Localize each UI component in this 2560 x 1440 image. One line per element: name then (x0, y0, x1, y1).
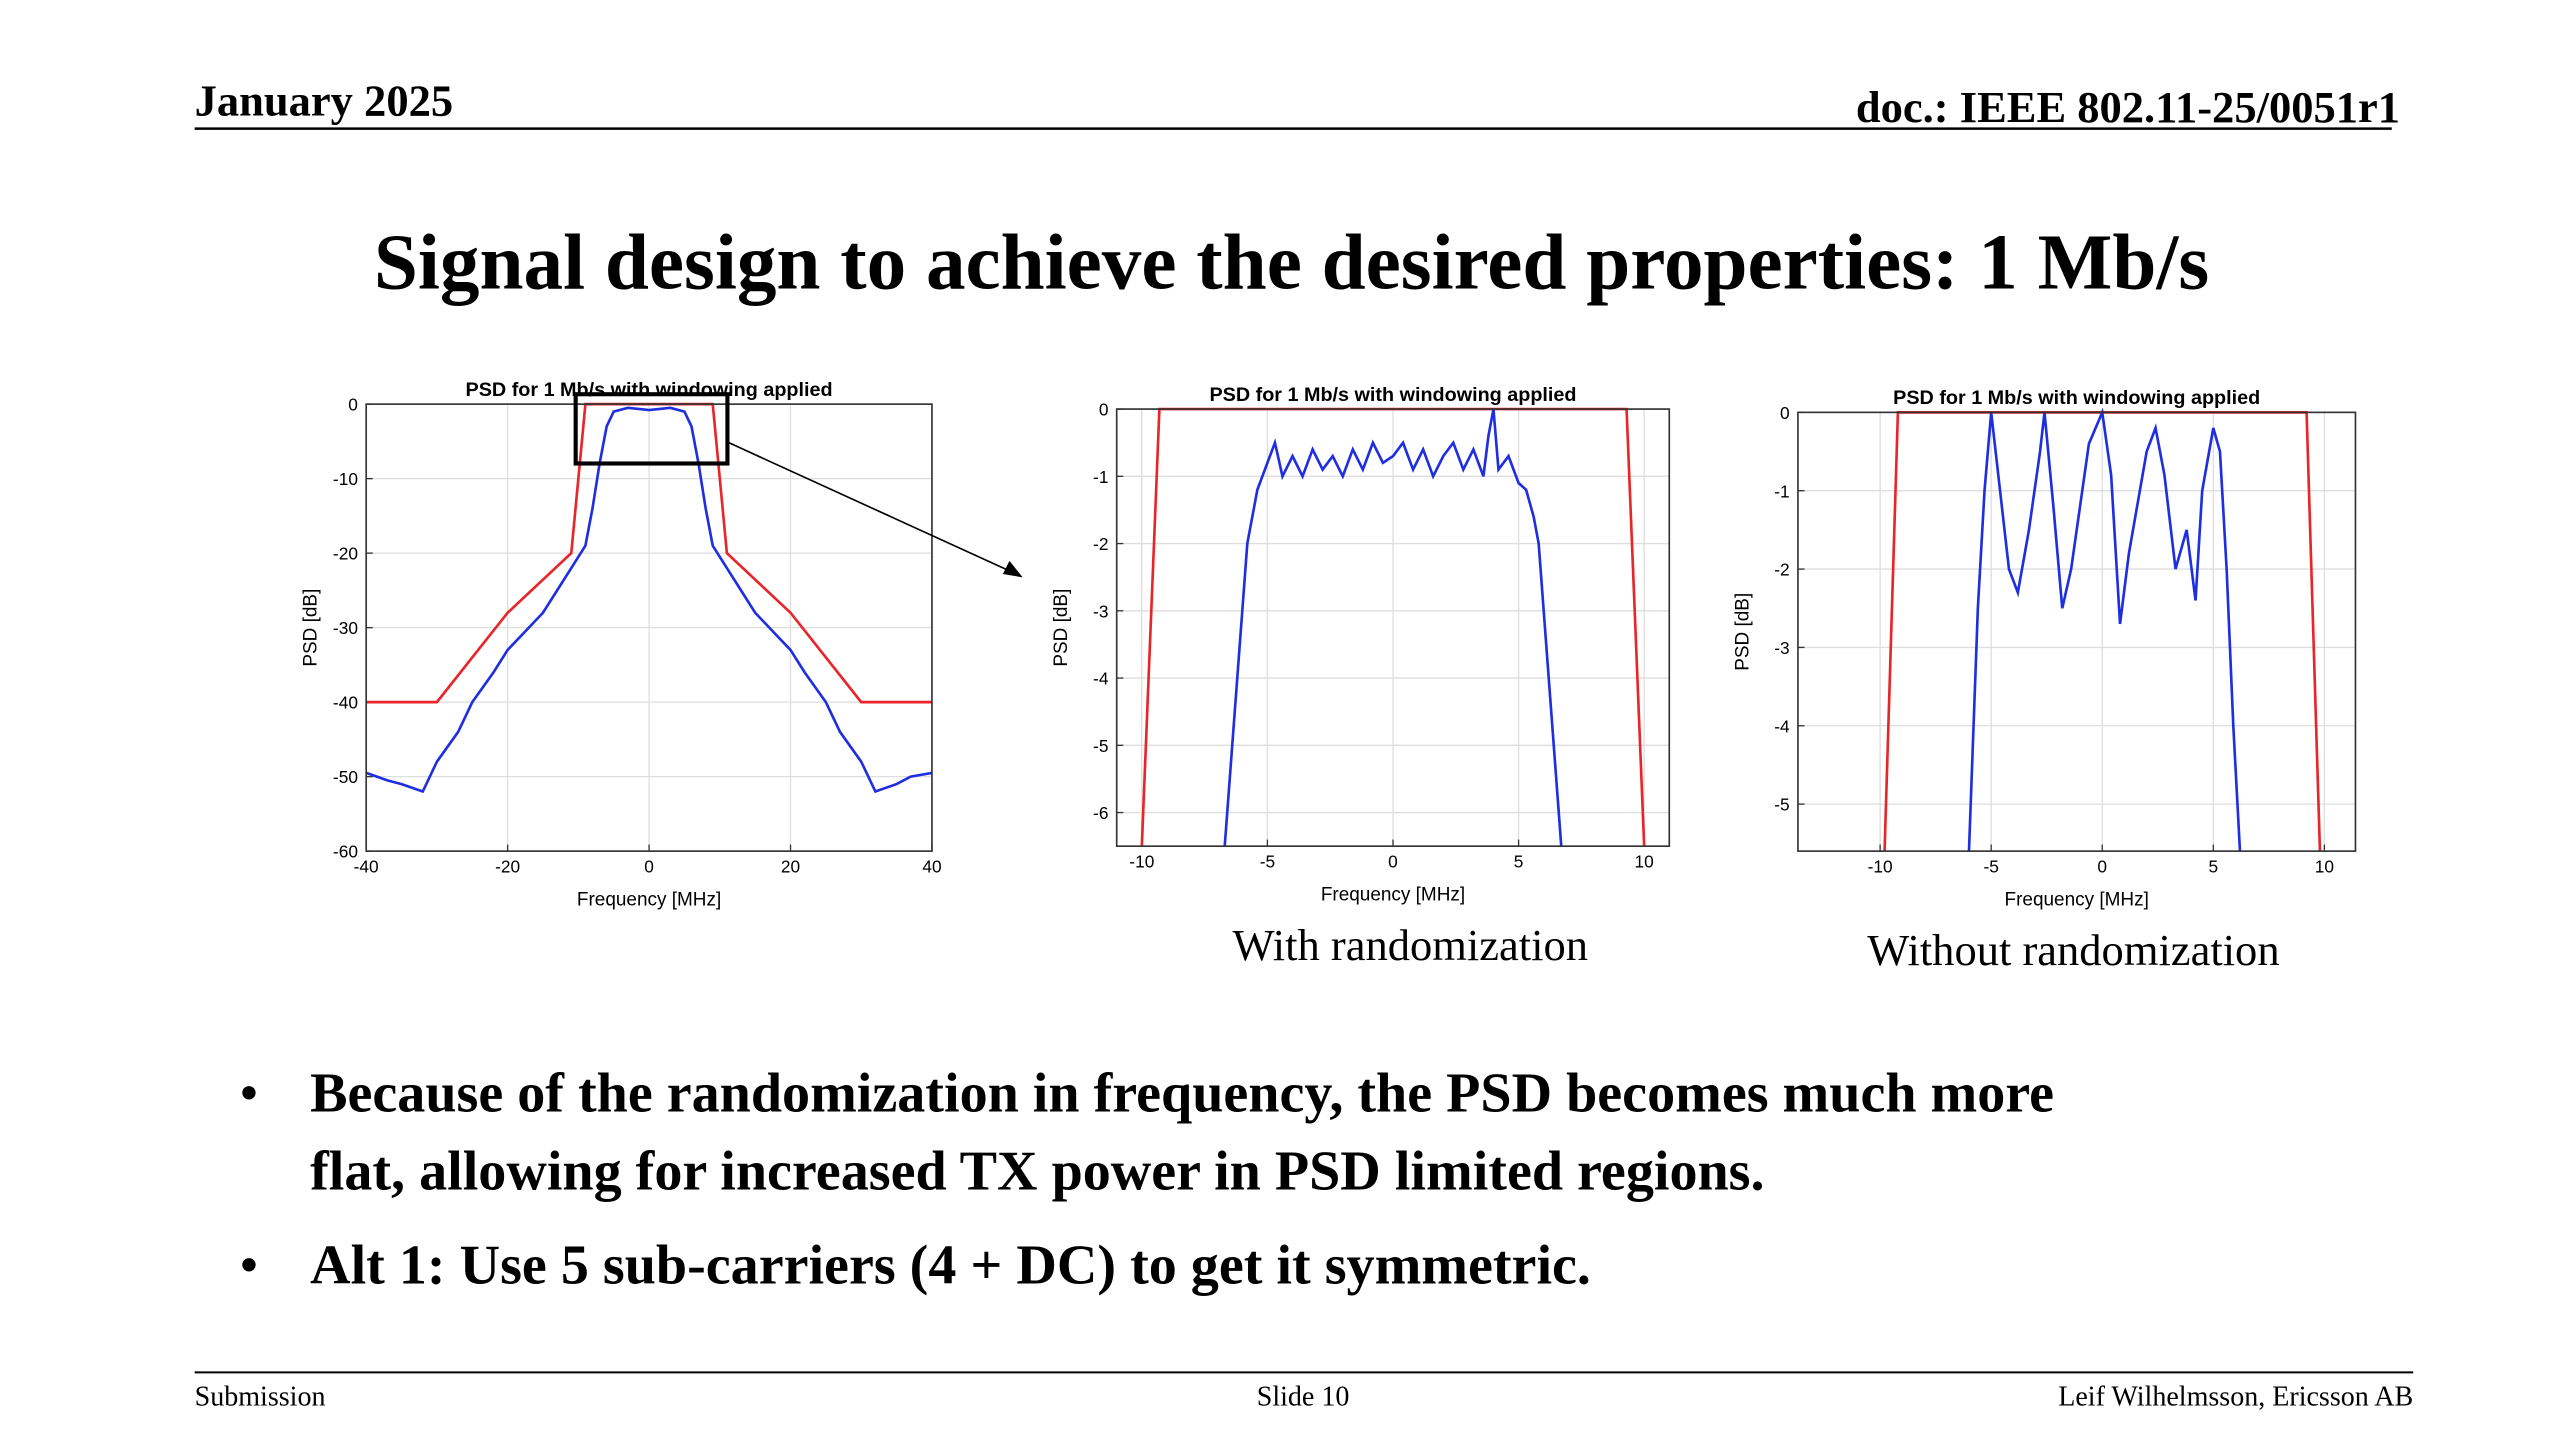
x-tick-label: 5 (2208, 857, 2218, 877)
x-tick-label: -20 (495, 857, 520, 877)
x-axis-label: Frequency [MHz] (577, 890, 721, 911)
zoom-arrow (727, 441, 1014, 574)
y-tick-label: -50 (333, 767, 358, 787)
footer-right: Leif Wilhelmsson, Ericsson AB (2058, 1381, 2413, 1412)
x-tick-label: 0 (1388, 852, 1398, 872)
x-tick-label: 10 (1635, 852, 1654, 872)
y-tick-label: 0 (348, 395, 358, 415)
x-tick-label: 0 (2097, 857, 2107, 877)
psd-line (365, 406, 933, 794)
bullet-dot: • (239, 1063, 259, 1125)
y-tick-label: -2 (1774, 560, 1789, 580)
bullet-text: flat, allowing for increased TX power in… (310, 1140, 1764, 1202)
chart-title: PSD for 1 Mb/s with windowing applied (1893, 387, 2260, 409)
slide-title: Signal design to achieve the desired pro… (374, 219, 2209, 307)
header-date: January 2025 (195, 75, 453, 125)
psd-line (1223, 408, 1563, 847)
y-tick-label: -3 (1774, 638, 1789, 658)
y-axis-label: PSD [dB] (1051, 589, 1072, 667)
x-tick-label: -5 (1260, 852, 1275, 872)
bullet-text: Because of the randomization in frequenc… (310, 1063, 2054, 1125)
zoom-box (573, 392, 730, 466)
x-tick-label: -40 (354, 857, 379, 877)
axes-frame (1115, 408, 1671, 848)
caption: With randomization (1233, 920, 1588, 970)
x-tick-label: 40 (922, 857, 941, 877)
x-axis-label: Frequency [MHz] (1321, 885, 1465, 906)
y-tick-label: -1 (1774, 481, 1789, 501)
psd-line (1967, 407, 2242, 852)
chart-title: PSD for 1 Mb/s with windowing applied (1209, 384, 1576, 406)
y-tick-label: 0 (1099, 400, 1109, 420)
x-tick-label: 20 (781, 857, 800, 877)
chart-title: PSD for 1 Mb/s with windowing applied (466, 379, 833, 401)
plot-area (1797, 412, 2356, 852)
x-axis-label: Frequency [MHz] (2005, 890, 2149, 911)
y-tick-label: -6 (1093, 803, 1108, 823)
caption: Without randomization (1867, 925, 2279, 975)
y-tick-label: -30 (333, 618, 358, 638)
header-doc: doc.: IEEE 802.11-25/0051r1 (1856, 82, 2400, 132)
x-tick-label: -10 (1868, 857, 1893, 877)
x-tick-label: -10 (1129, 852, 1154, 872)
y-axis-label: PSD [dB] (1732, 593, 1753, 671)
y-tick-label: -2 (1093, 534, 1108, 554)
y-tick-label: -5 (1774, 795, 1789, 815)
x-tick-label: -5 (1983, 857, 1998, 877)
footer-center: Slide 10 (1257, 1381, 1350, 1412)
x-tick-label: 5 (1514, 852, 1524, 872)
y-tick-label: -1 (1093, 467, 1108, 487)
y-tick-label: -20 (333, 544, 358, 564)
axes-frame (365, 403, 933, 852)
y-tick-label: -3 (1093, 601, 1108, 621)
y-tick-label: 0 (1780, 403, 1790, 423)
footer-left: Submission (195, 1381, 326, 1412)
y-tick-label: -60 (333, 842, 358, 862)
bullet-text: Alt 1: Use 5 sub-carriers (4 + DC) to ge… (310, 1234, 1591, 1296)
y-axis-label: PSD [dB] (301, 589, 322, 667)
y-tick-label: -4 (1774, 716, 1790, 736)
bullet-dot: • (239, 1234, 259, 1296)
y-tick-label: -40 (333, 693, 358, 713)
y-tick-label: -10 (333, 469, 358, 489)
x-tick-label: 10 (2315, 857, 2334, 877)
x-tick-label: 0 (644, 857, 654, 877)
axes-frame (1797, 411, 2357, 852)
arrow-head (1002, 560, 1023, 578)
y-tick-label: -5 (1093, 736, 1108, 756)
y-tick-label: -4 (1093, 669, 1109, 689)
